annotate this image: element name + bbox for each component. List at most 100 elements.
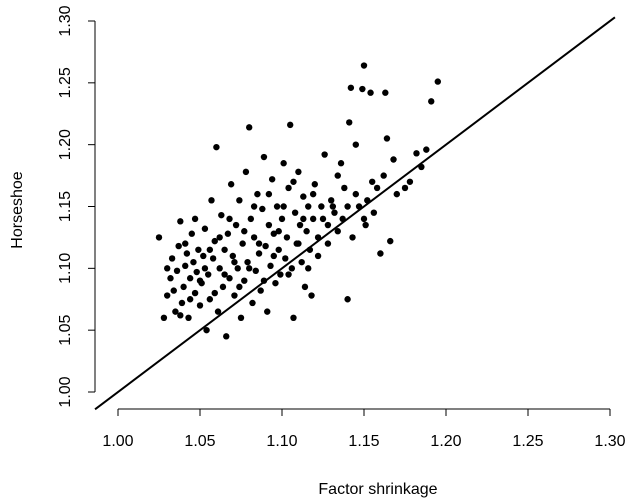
data-point bbox=[173, 267, 181, 275]
data-point bbox=[344, 296, 351, 303]
data-point bbox=[285, 184, 292, 192]
data-point bbox=[309, 215, 317, 223]
data-point bbox=[206, 296, 214, 303]
data-point bbox=[260, 153, 268, 161]
y-tick-label: 1.00 bbox=[57, 376, 74, 407]
data-point bbox=[190, 258, 197, 266]
data-point bbox=[360, 215, 368, 223]
data-point bbox=[324, 240, 332, 247]
data-point bbox=[209, 255, 217, 262]
data-point bbox=[250, 203, 258, 210]
data-point bbox=[182, 262, 189, 270]
data-point bbox=[346, 119, 353, 126]
data-point bbox=[250, 234, 258, 241]
y-tick-label: 1.20 bbox=[57, 129, 74, 160]
data-point bbox=[185, 314, 192, 321]
data-point bbox=[237, 314, 245, 321]
data-point bbox=[236, 283, 243, 291]
data-point bbox=[305, 265, 312, 272]
y-tick-label: 1.25 bbox=[57, 67, 74, 98]
data-point bbox=[205, 271, 212, 278]
data-point bbox=[226, 215, 233, 223]
data-point bbox=[311, 181, 318, 188]
data-point bbox=[167, 275, 174, 282]
data-point bbox=[359, 85, 366, 93]
data-point bbox=[318, 203, 325, 210]
data-point bbox=[236, 197, 243, 204]
data-point bbox=[183, 250, 191, 257]
data-point bbox=[247, 215, 255, 223]
data-point bbox=[331, 209, 338, 216]
x-tick-label: 1.20 bbox=[430, 433, 461, 450]
data-point bbox=[380, 172, 387, 179]
data-point bbox=[319, 215, 327, 223]
data-point bbox=[186, 275, 194, 282]
data-point bbox=[428, 98, 435, 105]
data-point bbox=[260, 277, 268, 284]
data-point bbox=[227, 181, 235, 188]
data-point bbox=[301, 283, 309, 291]
data-point bbox=[377, 250, 384, 257]
data-point bbox=[308, 292, 315, 299]
data-point bbox=[226, 275, 233, 282]
data-point bbox=[218, 211, 225, 219]
x-tick-label: 1.15 bbox=[348, 433, 379, 450]
data-point bbox=[300, 215, 307, 223]
data-point bbox=[306, 246, 314, 253]
data-point bbox=[296, 221, 304, 229]
data-point bbox=[242, 168, 250, 176]
data-point bbox=[201, 265, 209, 272]
data-point bbox=[246, 124, 253, 131]
data-point bbox=[224, 230, 232, 237]
data-point bbox=[178, 299, 186, 307]
data-point bbox=[264, 308, 271, 315]
y-tick-label: 1.05 bbox=[57, 314, 74, 345]
data-point bbox=[334, 172, 341, 179]
data-point bbox=[259, 205, 266, 213]
data-point bbox=[254, 190, 261, 198]
data-point bbox=[309, 190, 317, 198]
data-point bbox=[252, 267, 259, 275]
data-point bbox=[239, 240, 246, 247]
data-point bbox=[341, 184, 348, 192]
data-point bbox=[182, 240, 189, 247]
data-points bbox=[155, 62, 441, 340]
data-point bbox=[390, 156, 397, 163]
data-point bbox=[367, 89, 374, 96]
data-point bbox=[364, 197, 371, 204]
data-point bbox=[413, 150, 420, 157]
data-point bbox=[270, 252, 277, 260]
data-point bbox=[349, 234, 356, 241]
axes: 1.00 1.05 1.10 1.15 1.20 1.25 1.30 1.00 1.05 1.10… bbox=[57, 5, 626, 450]
x-tick-label: 1.25 bbox=[512, 433, 543, 450]
data-point bbox=[300, 193, 307, 200]
data-point bbox=[219, 283, 227, 291]
data-point bbox=[272, 279, 279, 287]
data-point bbox=[393, 190, 400, 198]
data-point bbox=[172, 308, 179, 315]
data-point bbox=[370, 209, 378, 216]
data-point bbox=[334, 228, 341, 235]
data-point bbox=[216, 234, 223, 241]
data-point bbox=[255, 240, 263, 247]
data-point bbox=[270, 230, 277, 237]
data-point bbox=[278, 215, 286, 223]
data-point bbox=[328, 197, 335, 204]
data-point bbox=[283, 234, 291, 241]
data-point bbox=[214, 308, 222, 315]
y-tick-label: 1.10 bbox=[57, 253, 74, 284]
data-point bbox=[195, 246, 202, 253]
data-point bbox=[339, 215, 346, 223]
data-point bbox=[201, 225, 209, 232]
data-point bbox=[355, 203, 363, 210]
data-point bbox=[303, 228, 310, 235]
y-tick-label: 1.15 bbox=[57, 191, 74, 222]
data-point bbox=[337, 160, 345, 167]
data-point bbox=[193, 268, 200, 276]
data-point bbox=[170, 287, 177, 294]
data-point bbox=[406, 178, 414, 185]
data-point bbox=[290, 314, 297, 321]
data-point bbox=[369, 178, 376, 185]
data-point bbox=[287, 121, 294, 129]
data-point bbox=[360, 62, 368, 69]
